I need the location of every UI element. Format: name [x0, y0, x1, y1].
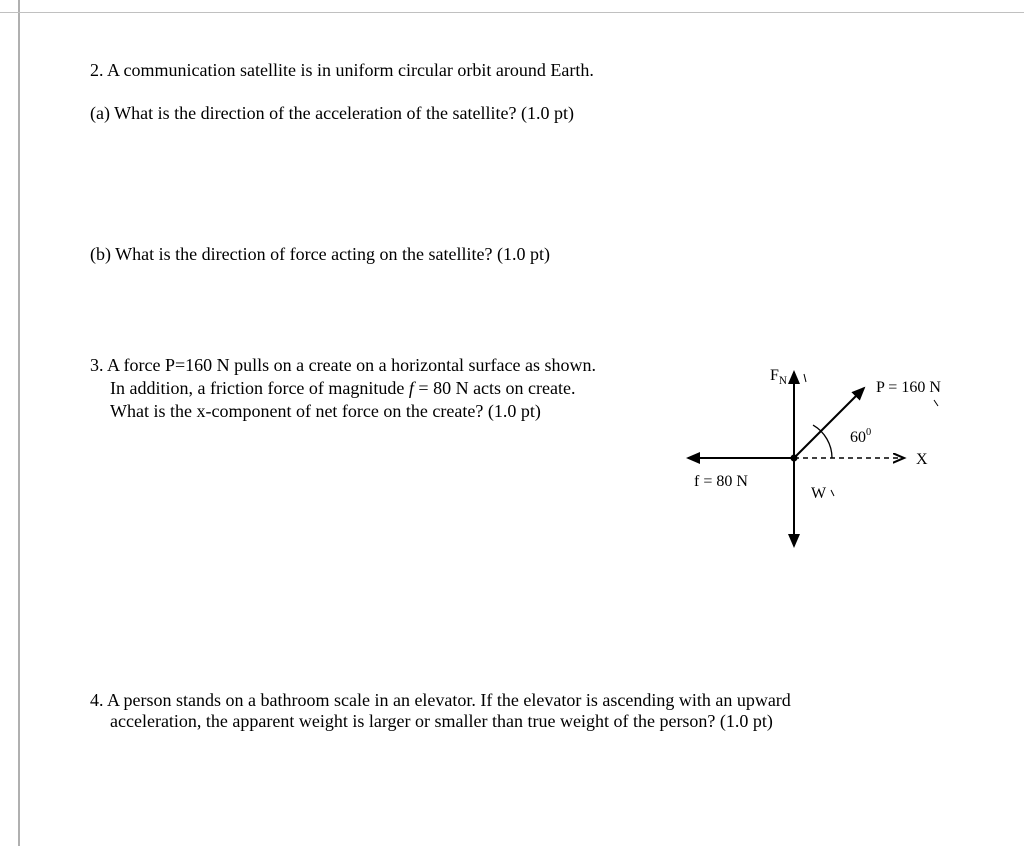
- force-diagram-svg: FN P = 160 N X 600 f = 80 N W: [674, 350, 944, 560]
- question-2a-text: (a) What is the direction of the acceler…: [90, 103, 944, 124]
- svg-text:P = 160 N: P = 160 N: [876, 379, 941, 396]
- page-top-margin-line: [0, 12, 1024, 13]
- question-2b: (b) What is the direction of force actin…: [90, 244, 944, 265]
- question-3-line3: What is the x-component of net force on …: [90, 401, 664, 422]
- svg-text:FN: FN: [770, 367, 787, 387]
- question-3-text: 3. A force P=160 N pulls on a create on …: [90, 355, 664, 424]
- q3-line2-pre: In addition, a friction force of magnitu…: [110, 378, 409, 398]
- question-3-container: 3. A force P=160 N pulls on a create on …: [90, 355, 944, 560]
- question-4: 4. A person stands on a bathroom scale i…: [90, 690, 944, 732]
- svg-text:600: 600: [850, 427, 871, 446]
- svg-text:W: W: [811, 485, 827, 502]
- q3-line2-post: = 80 N acts on create.: [414, 378, 576, 398]
- question-2-prompt: 2. A communication satellite is in unifo…: [90, 60, 944, 81]
- question-2a: (a) What is the direction of the acceler…: [90, 103, 944, 124]
- svg-text:f = 80 N: f = 80 N: [694, 473, 748, 490]
- svg-text:X: X: [916, 451, 928, 468]
- question-4-line2: acceleration, the apparent weight is lar…: [90, 711, 944, 732]
- question-4-line1: 4. A person stands on a bathroom scale i…: [90, 690, 944, 711]
- question-3-line2: In addition, a friction force of magnitu…: [90, 378, 664, 399]
- page-left-margin-line: [18, 0, 20, 846]
- question-2b-text: (b) What is the direction of force actin…: [90, 244, 944, 265]
- question-2: 2. A communication satellite is in unifo…: [90, 60, 944, 81]
- force-diagram: FN P = 160 N X 600 f = 80 N W: [674, 350, 944, 560]
- question-3-line1: 3. A force P=160 N pulls on a create on …: [90, 355, 664, 376]
